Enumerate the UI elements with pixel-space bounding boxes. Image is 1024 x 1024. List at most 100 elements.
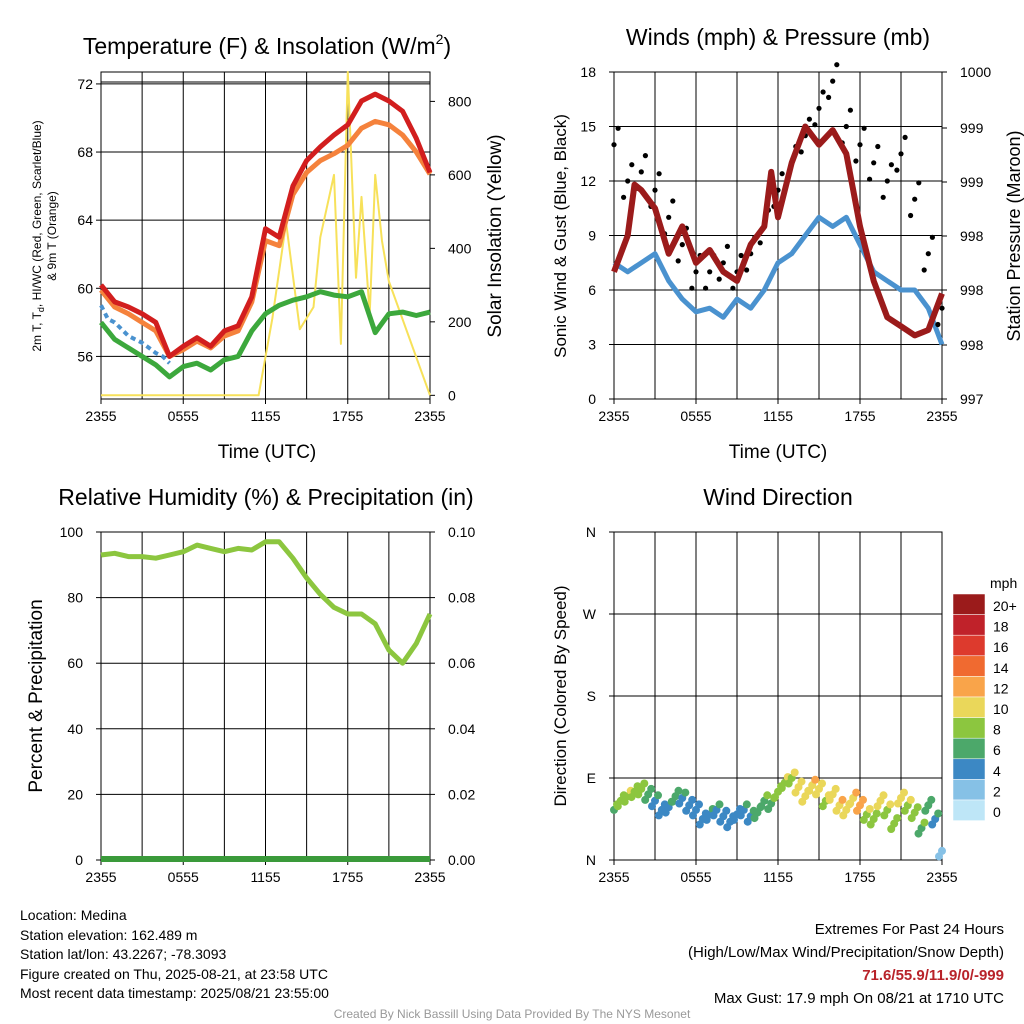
gust-point bbox=[812, 122, 818, 128]
x-tick-label: 1155 bbox=[763, 869, 793, 885]
winds-plot: 2355 0555 1155 1755 235503691215189979989989… bbox=[580, 62, 991, 424]
direction-point bbox=[695, 800, 703, 809]
gust-point bbox=[679, 242, 685, 248]
winds-y2-label: Station Pressure (Maroon) bbox=[1004, 130, 1024, 341]
gust-point bbox=[693, 269, 699, 275]
direction-point bbox=[763, 791, 772, 800]
legend-label: 16 bbox=[993, 639, 1009, 655]
x-tick-label: 1155 bbox=[250, 869, 280, 885]
y-tick-label: 40 bbox=[67, 721, 83, 737]
direction-point bbox=[742, 800, 751, 809]
extremes-subtitle: (High/Low/Max Wind/Precipitation/Snow De… bbox=[688, 944, 1004, 961]
extremes-title: Extremes For Past 24 Hours bbox=[814, 921, 1004, 938]
y-tick-label: 15 bbox=[580, 119, 596, 135]
gust-point bbox=[806, 116, 813, 122]
direction-point bbox=[938, 846, 946, 855]
gust-point bbox=[925, 251, 931, 257]
y-tick-label: 20 bbox=[67, 786, 83, 802]
legend-title: mph bbox=[990, 575, 1017, 591]
direction-point bbox=[906, 795, 915, 804]
legend-label: 2 bbox=[993, 783, 1001, 799]
legend-swatch bbox=[952, 799, 986, 821]
direction-point bbox=[879, 791, 888, 800]
y-tick-label: 0 bbox=[75, 852, 83, 868]
x-tick-label: 0555 bbox=[680, 408, 711, 424]
x-tick-label: 1755 bbox=[844, 869, 875, 885]
gust-point bbox=[638, 169, 644, 175]
x-tick-label: 0555 bbox=[680, 869, 711, 885]
legend-label: 0 bbox=[993, 804, 1001, 820]
direction-point bbox=[852, 788, 861, 797]
temp-x-label: Time (UTC) bbox=[218, 442, 317, 463]
y2-tick-label: 998 bbox=[960, 228, 984, 244]
gust-point bbox=[871, 160, 877, 166]
gust-point bbox=[816, 105, 822, 111]
legend-swatch bbox=[952, 696, 986, 718]
y2-tick-label: 1000 bbox=[960, 64, 991, 80]
y2-tick-label: 0 bbox=[448, 387, 456, 403]
x-tick-label: 1155 bbox=[250, 408, 280, 424]
gust-point bbox=[611, 142, 617, 148]
gust-point bbox=[707, 269, 713, 275]
y-tick-label: 9 bbox=[588, 228, 596, 244]
gust-point bbox=[675, 258, 681, 264]
insolation-line bbox=[101, 71, 431, 397]
y2-tick-label: 0.00 bbox=[448, 852, 475, 868]
gust-point bbox=[738, 252, 744, 259]
y-tick-label: N bbox=[586, 524, 596, 540]
direction-point bbox=[886, 800, 895, 809]
legend-label: 4 bbox=[993, 763, 1001, 779]
y2-tick-label: 800 bbox=[448, 93, 472, 109]
direction-point bbox=[838, 795, 847, 804]
chill-line bbox=[99, 304, 171, 365]
latlon-text: Station lat/lon: 43.2267; -78.3093 bbox=[20, 946, 227, 962]
gust-point bbox=[724, 243, 731, 249]
direction-point bbox=[681, 788, 690, 797]
y2-tick-label: 998 bbox=[960, 282, 984, 298]
gust-point bbox=[853, 158, 859, 164]
y-tick-label: 64 bbox=[77, 212, 93, 228]
temp-y2-label: Solar Insolation (Yellow) bbox=[485, 134, 506, 337]
y-tick-label: 100 bbox=[60, 524, 84, 540]
gust-point bbox=[670, 198, 676, 204]
created-text: Figure created on Thu, 2025-08-21, at 23… bbox=[20, 965, 328, 982]
x-tick-label: 1155 bbox=[763, 408, 793, 424]
x-tick-label: 2355 bbox=[926, 869, 957, 885]
gust-point bbox=[834, 62, 840, 68]
direction-point bbox=[722, 806, 731, 815]
y2-tick-label: 0.08 bbox=[448, 590, 475, 606]
rh-line bbox=[100, 539, 433, 666]
pressure-line bbox=[611, 123, 945, 339]
direction-point bbox=[688, 795, 697, 804]
direction-point bbox=[831, 784, 840, 793]
gust-point bbox=[703, 285, 709, 291]
gust-point bbox=[689, 285, 695, 291]
legend-swatch bbox=[952, 676, 986, 698]
x-tick-label: 2355 bbox=[926, 408, 957, 424]
legend-swatch bbox=[952, 614, 986, 636]
direction-point bbox=[865, 805, 874, 813]
t2m-line bbox=[99, 91, 433, 359]
temp-y-label-line2: & 9m T (Orange) bbox=[45, 191, 59, 281]
y-tick-label: 56 bbox=[77, 348, 93, 364]
y2-tick-label: 0.10 bbox=[448, 524, 475, 540]
gust-point bbox=[880, 194, 886, 200]
legend-swatch bbox=[952, 634, 986, 657]
x-tick-label: 2355 bbox=[85, 869, 116, 885]
gust-point bbox=[929, 234, 936, 240]
rh-plot: 2355 0555 1155 1755 23550204060801000.000.02… bbox=[60, 524, 476, 885]
direction-point bbox=[872, 809, 881, 818]
legend-label: 18 bbox=[993, 619, 1009, 635]
y-tick-label: 12 bbox=[580, 173, 596, 189]
gust-point bbox=[908, 212, 914, 219]
gust-point bbox=[820, 89, 826, 95]
y2-tick-label: 999 bbox=[960, 120, 984, 136]
gust-point bbox=[912, 196, 918, 202]
gust-point bbox=[921, 267, 927, 273]
direction-point bbox=[790, 768, 799, 777]
gust-point bbox=[902, 134, 908, 140]
legend-label: 20+ bbox=[993, 598, 1017, 614]
y-tick-label: 80 bbox=[67, 590, 83, 606]
gust-point bbox=[757, 240, 763, 246]
x-tick-label: 1755 bbox=[844, 408, 875, 424]
